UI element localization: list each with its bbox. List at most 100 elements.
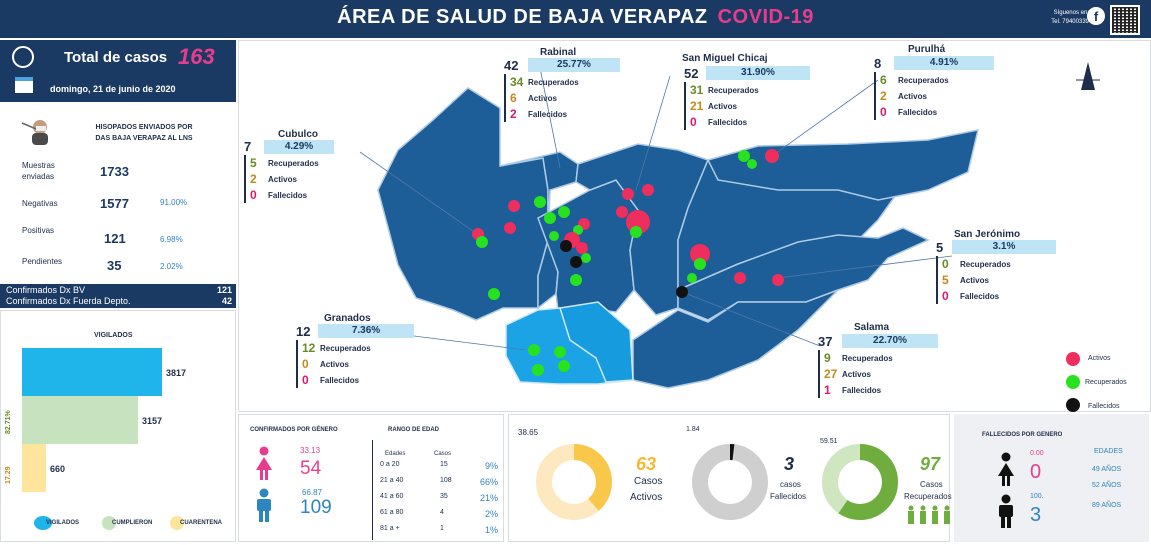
legend-cuarentena-label: CUARENTENA: [180, 520, 222, 526]
granados-pct: 7.36%: [318, 324, 414, 338]
deceased-marker: [570, 256, 582, 268]
salama-act: 27: [824, 367, 838, 381]
legend-deceased-dot: [1066, 398, 1080, 412]
total-label: Total de casos: [64, 49, 168, 66]
confirmed-row-depto: Confirmados Dx Fuerda Depto. 42: [6, 296, 232, 306]
recovered-marker: [738, 150, 750, 162]
jeronimo-name: San Jerónimo: [954, 229, 1021, 240]
granados-list: 12 Recuperados 0 Activos 0 Fallecidos: [296, 340, 371, 388]
age-row: 81 a + 1 1%: [378, 522, 502, 538]
recovered-marker: [549, 231, 559, 241]
age-cases: 1: [440, 525, 444, 532]
death-age-3: 89 AÑOS: [1092, 502, 1122, 509]
stat-pct-pendientes: 2.02%: [160, 262, 183, 271]
female-pct: 33.13: [300, 446, 321, 455]
purulha-pct: 4.91%: [894, 56, 994, 70]
purulha-dead-label: Fallecidos: [898, 107, 938, 117]
donut-recovered: [822, 444, 898, 520]
age-row: 41 a 60 35 21%: [378, 490, 502, 506]
recovered-marker: [554, 346, 566, 358]
confirmed-bv-label: Confirmados Dx BV: [6, 285, 86, 295]
donut-deceased-text2: Fallecidos: [770, 492, 807, 501]
follow-label: Síguenos en:: [1053, 10, 1089, 16]
case-markers: [472, 149, 784, 376]
region-purulha: [706, 129, 980, 201]
rabinal-name: Rabinal: [540, 47, 577, 58]
active-marker: [508, 200, 520, 212]
purulha-rec: 6: [880, 73, 887, 87]
granados-act: 0: [302, 357, 309, 371]
age-range: 0 a 20: [380, 461, 400, 468]
jeronimo-dead: 0: [942, 289, 949, 303]
cubulco-name: Cubulco: [278, 129, 318, 140]
granados-dead-label: Fallecidos: [320, 375, 360, 385]
donut-active-pct: 38.65: [518, 428, 539, 437]
facebook-icon[interactable]: f: [1087, 7, 1105, 25]
confirmed-bv-value: 121: [216, 285, 232, 295]
purulha-act-label: Activos: [898, 91, 927, 101]
female-deaths-count: 0: [1030, 461, 1042, 483]
active-marker: [504, 222, 516, 234]
deaths-gender-title: FALLECIDOS POR GENERO: [982, 432, 1063, 438]
stat-value-negativas: 1577: [100, 196, 129, 211]
gender-age-panel: [238, 414, 504, 542]
female-icon: [256, 446, 272, 480]
active-marker: [772, 274, 784, 286]
summary-panel: [0, 40, 236, 102]
region-jeronimo: [677, 227, 930, 321]
cubulco-act: 2: [250, 172, 257, 186]
deaths-gender-panel: [954, 414, 1149, 542]
swab-title-line2: DAS BAJA VERAPAZ AL LNS: [95, 135, 193, 142]
age-range: 61 a 80: [380, 509, 404, 516]
recovered-marker: [747, 159, 757, 169]
age-pct: 1%: [484, 525, 498, 535]
qr-code-icon[interactable]: [1110, 5, 1140, 35]
vigilados-panel: [0, 310, 236, 542]
rabinal-rec: 34: [510, 75, 524, 89]
phone-label: Tel. 79400339: [1051, 19, 1089, 25]
rabinal-act: 6: [510, 91, 517, 105]
chicaj-dead: 0: [690, 115, 697, 129]
follow-us: Síguenos en: Tel. 79400339: [1051, 9, 1089, 27]
age-row: 21 a 40 108 66%: [378, 474, 502, 490]
legend-cumplieron-dot: [102, 516, 116, 530]
legend-vigilados-dot: [34, 516, 52, 530]
donuts-panel: [508, 414, 950, 542]
donut-recovered-text2: Recuperados: [904, 492, 952, 501]
donut-slice: [822, 444, 898, 520]
donut-deceased: [692, 444, 768, 520]
death-ages-title: EDADES: [1094, 448, 1123, 455]
male-pct: 66.87: [302, 488, 323, 497]
purulha-total: 8: [874, 56, 882, 71]
rabinal-act-label: Activos: [528, 93, 557, 103]
department-map: [359, 62, 1100, 389]
salama-rec: 9: [824, 351, 831, 365]
cubulco-act-label: Activos: [268, 174, 297, 184]
donut-deceased-count: 3: [784, 454, 795, 474]
stat-label-negativas: Negativas: [22, 199, 58, 208]
age-range: 81 a +: [380, 525, 400, 532]
rabinal-dead-label: Fallecidos: [528, 109, 568, 119]
donut-charts: [536, 444, 898, 520]
donut-recovered-pct: 59.51: [820, 438, 838, 445]
title-text: ÁREA DE SALUD DE BAJA VERAPAZ: [337, 6, 708, 28]
swab-title: HISOPADOS ENVIADOS POR DAS BAJA VERAPAZ …: [80, 122, 208, 144]
death-age-1: 49 AÑOS: [1092, 466, 1122, 473]
recovered-marker: [630, 226, 642, 238]
salama-pct: 22.70%: [842, 334, 938, 348]
recovered-marker: [534, 196, 546, 208]
cumplieron-pct: 82.71%: [5, 410, 12, 434]
granados-dead: 0: [302, 373, 309, 387]
rabinal-pct: 25.77%: [528, 58, 620, 72]
death-age-2: 52 AÑOS: [1092, 482, 1122, 489]
chicaj-dead-label: Fallecidos: [708, 117, 748, 127]
age-pct: 2%: [484, 509, 498, 519]
donut-slice: [692, 444, 768, 520]
salama-name: Salama: [854, 322, 890, 333]
salama-total: 37: [818, 334, 833, 349]
swab-test-icon: [21, 120, 48, 145]
female-deaths-icon: [998, 452, 1014, 486]
cumplieron-value: 3157: [142, 416, 163, 426]
jeronimo-act: 5: [942, 273, 949, 287]
granados-act-label: Activos: [320, 359, 349, 369]
